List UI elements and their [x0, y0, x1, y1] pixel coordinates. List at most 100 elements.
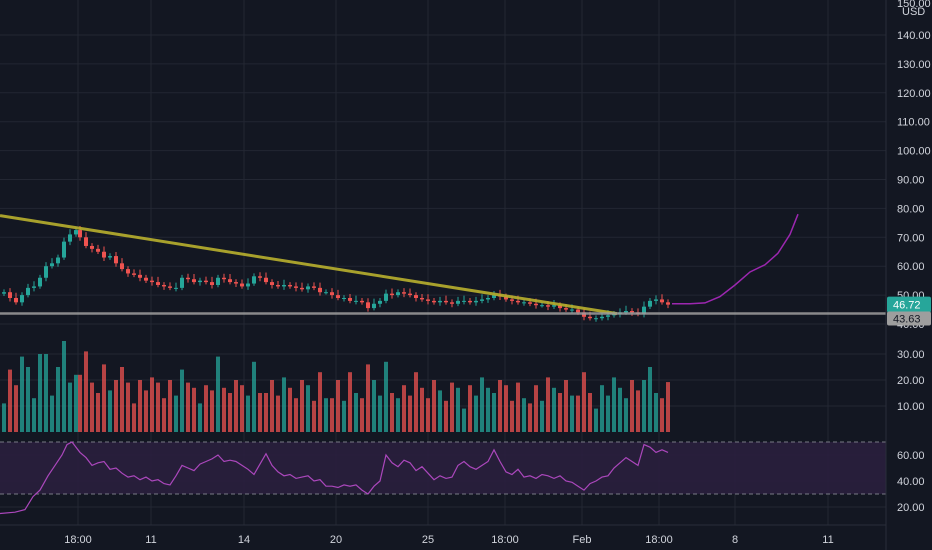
- price-tick-label: 120.00: [897, 88, 931, 100]
- volume-bar: [450, 382, 454, 432]
- candle-body: [666, 302, 670, 305]
- candle-body: [474, 300, 478, 303]
- volume-bar: [372, 380, 376, 432]
- volume-bar: [354, 393, 358, 432]
- volume-bar: [648, 367, 652, 432]
- volume-bar: [222, 387, 226, 432]
- time-tick-label: 18:00: [491, 534, 519, 546]
- candle-body: [588, 316, 592, 319]
- candle-body: [324, 292, 328, 294]
- candle-body: [354, 300, 358, 302]
- volume-bar: [144, 390, 148, 432]
- candle-body: [8, 292, 12, 298]
- volume-bar: [606, 395, 610, 432]
- volume-bar: [44, 354, 48, 432]
- candle-body: [594, 318, 598, 320]
- time-tick-label: 11: [145, 534, 156, 546]
- hline-price-badge: [887, 311, 931, 326]
- candle-body: [132, 273, 136, 275]
- volume-bar: [432, 380, 436, 432]
- volume-bar: [180, 369, 184, 432]
- candle-body: [318, 287, 322, 293]
- candle-body: [258, 276, 262, 278]
- candle-body: [414, 295, 418, 298]
- candle-body: [630, 310, 634, 313]
- candle-body: [90, 245, 94, 249]
- candle-body: [648, 300, 652, 307]
- volume-bar: [348, 372, 352, 432]
- candle-body: [468, 300, 472, 303]
- candle-body: [108, 256, 112, 258]
- price-tick-label: 70.00: [897, 232, 925, 244]
- volume-bar: [102, 364, 106, 432]
- volume-bar: [546, 377, 550, 432]
- candle-body: [62, 241, 66, 258]
- volume-bar: [138, 380, 142, 432]
- volume-bar: [582, 372, 586, 432]
- candle-body: [396, 292, 400, 296]
- candle-body: [642, 306, 646, 314]
- price-tick-label: 140.00: [897, 30, 931, 42]
- candle-body: [144, 277, 148, 281]
- volume-bar: [666, 382, 670, 432]
- candle-body: [492, 295, 496, 298]
- volume-bar: [540, 400, 544, 432]
- last-price-badge: [887, 296, 931, 313]
- volume-bar: [456, 387, 460, 432]
- volume-bar: [150, 377, 154, 432]
- candle-body: [300, 287, 304, 290]
- volume-bar: [378, 395, 382, 432]
- volume-bar: [558, 393, 562, 432]
- candle-body: [576, 309, 580, 313]
- volume-bar: [342, 400, 346, 432]
- volume-bar: [264, 393, 268, 432]
- volume-bar: [84, 351, 88, 432]
- volume-bar: [444, 400, 448, 432]
- candle-body: [372, 303, 376, 309]
- volume-bar: [90, 382, 94, 432]
- time-tick-label: 8: [732, 534, 738, 546]
- volume-bar: [384, 361, 388, 432]
- volume-bar: [312, 400, 316, 432]
- candle-body: [516, 300, 520, 303]
- volume-bar: [534, 385, 538, 432]
- candle-body: [384, 293, 388, 301]
- candle-body: [408, 293, 412, 296]
- volume-tick-label: 20.00: [897, 375, 925, 387]
- candle-body: [660, 299, 664, 303]
- volume-bar: [210, 390, 214, 432]
- candle-body: [570, 309, 574, 311]
- price-panel: [2, 226, 670, 322]
- volume-bar: [552, 387, 556, 432]
- candle-body: [78, 230, 82, 238]
- candle-body: [216, 277, 220, 285]
- volume-bar: [654, 393, 658, 432]
- volume-bar: [636, 390, 640, 432]
- volume-bar: [426, 398, 430, 432]
- candle-body: [456, 300, 460, 304]
- trendline: [0, 214, 618, 316]
- price-tick-label-partial: 150.00: [897, 0, 931, 10]
- volume-bar: [516, 382, 520, 432]
- candle-body: [420, 297, 424, 300]
- rsi-tick-label: 20.00: [897, 502, 925, 514]
- volume-bar: [20, 356, 24, 432]
- candle-body: [204, 280, 208, 283]
- volume-bar: [618, 387, 622, 432]
- volume-bar: [50, 395, 54, 432]
- volume-bar: [612, 377, 616, 432]
- drawings: [0, 213, 886, 316]
- candle-body: [348, 297, 352, 301]
- volume-bar: [300, 380, 304, 432]
- candle-body: [2, 292, 6, 294]
- candle-body: [486, 297, 490, 300]
- candle-body: [68, 234, 72, 242]
- volume-bar: [600, 385, 604, 432]
- volume-bar: [564, 380, 568, 432]
- candle-body: [246, 283, 250, 287]
- volume-bar: [330, 398, 334, 432]
- candle-body: [180, 277, 184, 288]
- volume-bar: [8, 369, 12, 432]
